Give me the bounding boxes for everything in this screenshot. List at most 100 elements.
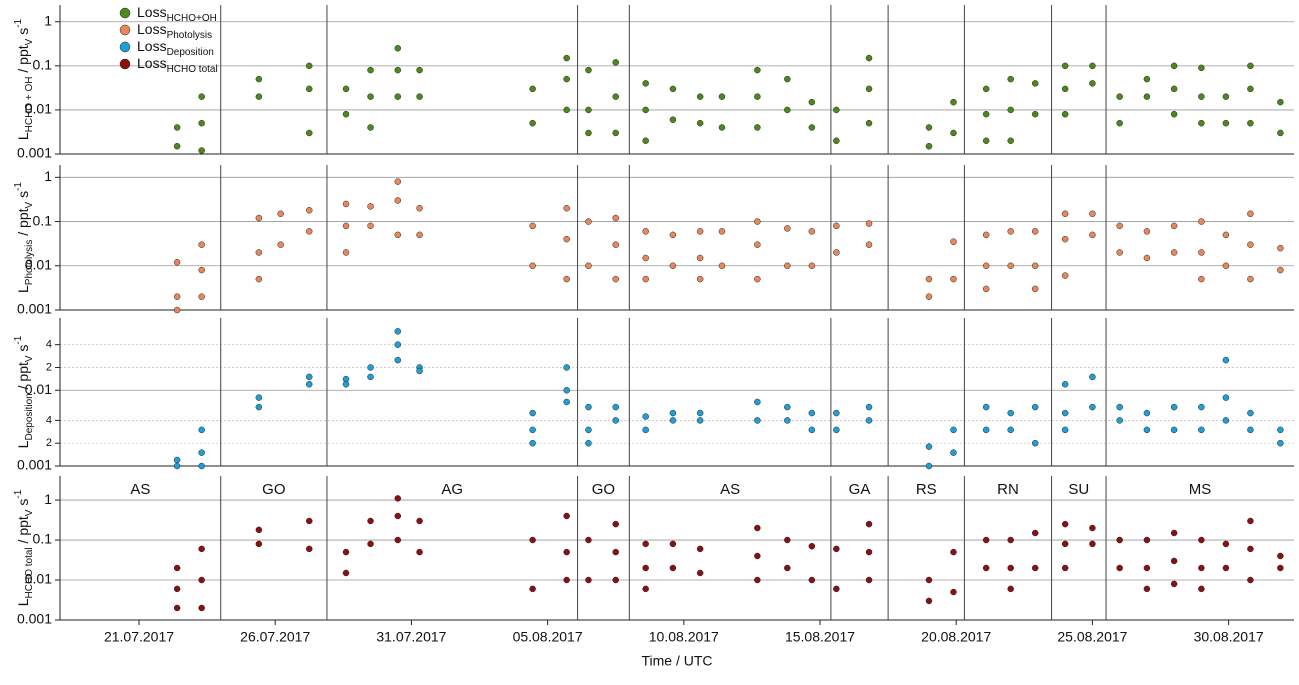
data-point — [563, 387, 570, 394]
data-point — [642, 137, 649, 144]
data-point — [173, 604, 181, 612]
data-point — [1061, 540, 1069, 548]
region-label: GA — [849, 481, 871, 498]
data-point — [925, 597, 933, 605]
data-point — [1007, 564, 1014, 572]
x-tick-label: 31.07.2017 — [376, 629, 446, 645]
data-point — [1247, 210, 1254, 218]
data-point — [833, 409, 840, 417]
data-point — [255, 526, 263, 534]
data-point — [1007, 75, 1014, 83]
data-point — [1247, 517, 1254, 525]
x-tick-label: 05.08.2017 — [513, 629, 583, 645]
data-point — [585, 439, 592, 447]
y-axis-label-part: / ppt — [15, 208, 31, 239]
data-point — [1089, 403, 1096, 411]
data-point — [696, 228, 704, 235]
data-point — [255, 540, 263, 548]
data-point — [1116, 93, 1123, 100]
data-point — [1143, 564, 1151, 572]
data-point — [1143, 93, 1151, 100]
data-point — [808, 98, 816, 106]
data-point — [394, 512, 402, 520]
data-point — [367, 203, 374, 210]
data-point — [1198, 93, 1205, 100]
data-point — [642, 413, 649, 420]
data-point — [865, 417, 873, 424]
data-point — [367, 373, 374, 381]
data-point — [1031, 403, 1039, 411]
data-point — [1277, 439, 1284, 447]
region-label: AG — [441, 481, 463, 498]
y-tick-label: 0.01 — [25, 381, 52, 397]
data-point — [529, 222, 536, 230]
data-point — [718, 262, 726, 270]
data-point — [1031, 529, 1039, 537]
data-point — [1089, 231, 1096, 239]
data-point — [950, 238, 957, 245]
data-point — [925, 462, 933, 470]
data-point — [754, 417, 761, 424]
data-point — [1222, 540, 1230, 548]
data-point — [1198, 426, 1205, 434]
y-axis-label-part: HCHO total — [24, 547, 35, 598]
data-point — [1170, 403, 1178, 411]
y-axis-label-part: HCHO + OH — [24, 76, 35, 132]
data-point — [342, 110, 350, 118]
x-tick-label: 15.08.2017 — [785, 629, 855, 645]
data-point — [394, 356, 402, 364]
y-tick-label: 2 — [46, 437, 52, 449]
data-point — [1061, 381, 1069, 388]
data-point — [1116, 403, 1123, 411]
data-point — [342, 222, 350, 230]
data-point — [1222, 417, 1230, 424]
data-point — [833, 426, 840, 434]
data-point — [255, 275, 263, 283]
data-point — [754, 218, 761, 225]
y-axis-label-part: L — [15, 598, 31, 606]
data-point — [1143, 228, 1151, 235]
data-point — [1170, 557, 1178, 565]
data-point — [173, 456, 181, 464]
data-point — [1031, 439, 1039, 447]
data-point — [367, 517, 374, 525]
data-point — [585, 66, 592, 74]
data-point — [808, 228, 816, 235]
data-point — [865, 403, 873, 411]
region-label: RN — [997, 481, 1019, 498]
data-point — [1143, 426, 1151, 434]
data-point — [865, 520, 873, 528]
legend-marker — [119, 41, 131, 53]
data-point — [367, 222, 374, 230]
legend-subscript: Photolysis — [167, 30, 213, 41]
legend-subscript: HCHO total — [167, 64, 218, 75]
data-point — [642, 564, 649, 572]
data-point — [306, 373, 313, 381]
data-point — [1007, 585, 1014, 593]
data-point — [925, 124, 933, 131]
data-point — [696, 254, 704, 262]
data-point — [950, 588, 957, 596]
y-tick-label: 0.1 — [33, 212, 53, 228]
data-point — [1089, 62, 1096, 70]
data-point — [1116, 536, 1123, 544]
data-point — [1222, 231, 1230, 239]
legend-label: LossHCHO total — [137, 55, 218, 75]
region-label: MS — [1189, 481, 1212, 498]
data-point — [394, 66, 402, 74]
data-point — [394, 341, 402, 348]
data-point — [1116, 222, 1123, 230]
data-point — [563, 398, 570, 406]
data-point — [394, 45, 402, 52]
y-tick-label: 1 — [44, 491, 52, 507]
data-point — [585, 536, 592, 544]
data-point — [173, 306, 181, 314]
data-point — [833, 106, 840, 114]
data-point — [367, 364, 374, 371]
data-point — [585, 218, 592, 225]
data-point — [612, 93, 619, 100]
y-axis-label-part: V — [24, 509, 35, 516]
data-point — [784, 262, 791, 270]
data-point — [1170, 62, 1178, 70]
